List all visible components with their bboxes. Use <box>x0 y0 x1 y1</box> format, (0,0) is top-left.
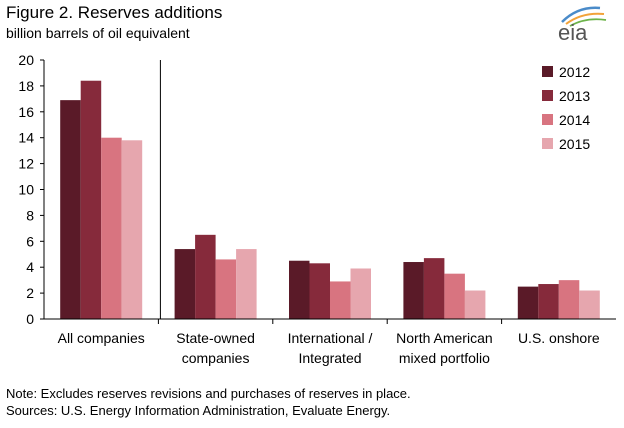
bar-2015-1 <box>236 249 257 319</box>
x-category-label: All companies <box>58 330 145 346</box>
bar-2012-1 <box>174 249 196 319</box>
legend-label-2012: 2012 <box>559 64 590 80</box>
y-tick-label: 6 <box>26 233 34 249</box>
bar-2015-0 <box>121 140 143 319</box>
bar-2013-2 <box>309 263 330 319</box>
chart-note: Note: Excludes reserves revisions and pu… <box>6 386 411 401</box>
bar-2014-2 <box>330 281 351 319</box>
bar-2014-1 <box>215 259 237 319</box>
eia-logo-swoosh-3 <box>569 18 607 27</box>
legend-label-2014: 2014 <box>559 112 590 128</box>
bar-2015-2 <box>350 268 371 319</box>
bar-2015-3 <box>464 290 486 319</box>
x-axis: All companies State-owned companies Interna… <box>44 60 616 366</box>
y-tick-label: 4 <box>26 259 34 275</box>
y-tick-label: 14 <box>18 130 34 146</box>
bar-2012-3 <box>403 262 424 319</box>
x-category-label: companies <box>182 350 250 366</box>
bar-2013-3 <box>423 258 445 319</box>
bar-2012-0 <box>60 100 81 320</box>
y-axis: 0 2 4 6 8 10 12 14 16 18 20 <box>18 52 45 327</box>
y-tick-label: 8 <box>26 207 34 223</box>
legend-label-2015: 2015 <box>559 136 590 152</box>
x-category-label: mixed portfolio <box>399 350 490 366</box>
bar-2012-4 <box>517 286 539 319</box>
y-tick-label: 16 <box>18 104 34 120</box>
bar-2014-0 <box>101 137 122 319</box>
x-category-label: State-owned <box>176 330 255 346</box>
bar-2014-3 <box>444 273 465 319</box>
x-category-label: U.S. onshore <box>518 330 600 346</box>
x-category-label: Integrated <box>298 350 361 366</box>
bar-2013-4 <box>538 284 559 319</box>
bar-2013-1 <box>195 234 216 319</box>
x-category-label: International / <box>288 330 373 346</box>
y-tick-label: 18 <box>18 78 34 94</box>
y-tick-label: 10 <box>18 182 34 198</box>
legend: 2012 2013 2014 2015 <box>542 64 590 152</box>
eia-logo-icon: eia <box>558 6 607 44</box>
eia-logo-swoosh-2 <box>565 12 605 25</box>
bar-2012-2 <box>289 260 310 319</box>
y-tick-label: 12 <box>18 156 34 172</box>
bar-2013-0 <box>80 80 102 319</box>
chart-sources: Sources: U.S. Energy Information Adminis… <box>6 403 391 418</box>
chart-subtitle: billion barrels of oil equivalent <box>6 25 190 41</box>
eia-logo-text: eia <box>558 20 588 44</box>
bar-series <box>60 80 600 320</box>
legend-swatch-2015 <box>542 138 553 149</box>
y-tick-label: 20 <box>18 52 34 68</box>
legend-label-2013: 2013 <box>559 88 590 104</box>
bar-2014-4 <box>558 280 580 319</box>
x-category-label: North American <box>396 330 492 346</box>
y-tick-label: 2 <box>26 285 34 301</box>
legend-swatch-2012 <box>542 66 553 77</box>
legend-swatch-2014 <box>542 114 553 125</box>
chart-title: Figure 2. Reserves additions <box>6 3 223 22</box>
y-tick-label: 0 <box>26 311 34 327</box>
eia-logo-swoosh-1 <box>561 6 601 23</box>
bar-2015-4 <box>579 290 600 319</box>
legend-swatch-2013 <box>542 90 553 101</box>
bar-chart: 0 2 4 6 8 10 12 14 16 18 20 All companies State-own… <box>18 52 616 366</box>
